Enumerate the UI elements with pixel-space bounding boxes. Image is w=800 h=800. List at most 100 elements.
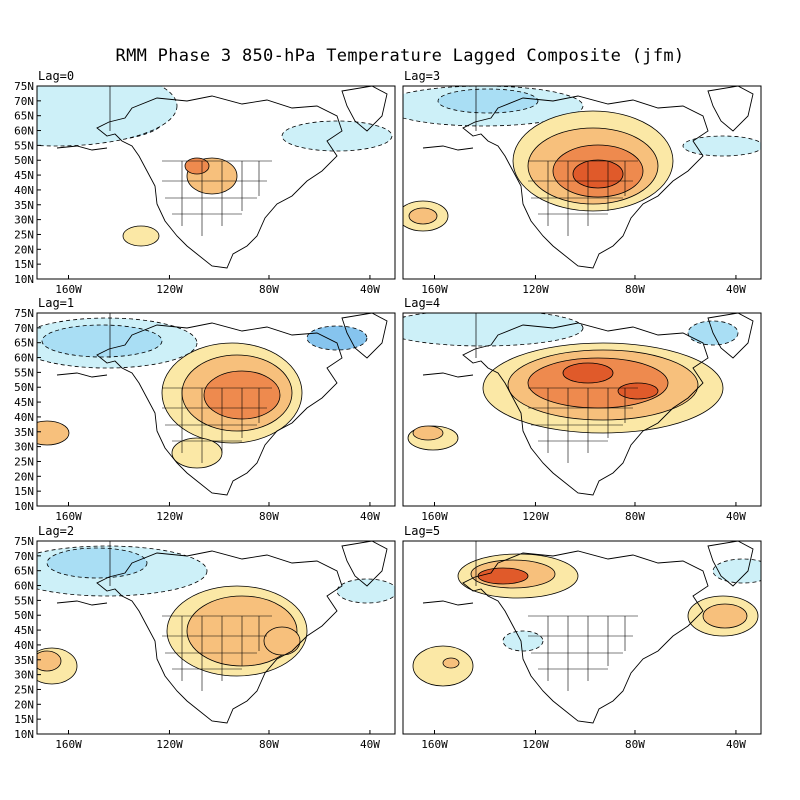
coastline-greenland	[707, 541, 754, 587]
coastline-greenland	[341, 541, 388, 587]
cold-anomaly-contour	[46, 547, 148, 579]
cold-anomaly-contour	[502, 630, 544, 652]
coastline-north-america	[462, 322, 709, 496]
longitude-tick-label: 80W	[259, 283, 279, 296]
latitude-tick-label: 55N	[14, 366, 34, 379]
panel-lag-1	[36, 312, 396, 507]
cold-anomaly-contour	[712, 558, 761, 584]
latitude-tick-label: 35N	[14, 654, 34, 667]
cold-anomaly-contour	[281, 120, 393, 152]
cold-anomaly-contour	[403, 313, 584, 347]
longitude-tick-label: 40W	[360, 283, 380, 296]
warm-anomaly-contour	[562, 362, 614, 384]
latitude-tick-label: 30N	[14, 441, 34, 454]
lag-label: Lag=3	[404, 69, 440, 83]
warm-anomaly-contour	[184, 157, 210, 175]
longitude-tick-label: 160W	[421, 283, 448, 296]
latitude-tick-label: 60N	[14, 580, 34, 593]
cold-anomaly-contour	[37, 86, 178, 147]
latitude-tick-label: 40N	[14, 184, 34, 197]
latitude-tick-label: 35N	[14, 199, 34, 212]
coastline-aleutians	[422, 145, 474, 151]
latitude-tick-label: 60N	[14, 352, 34, 365]
latitude-tick-label: 65N	[14, 337, 34, 350]
coastline-aleutians	[422, 372, 474, 378]
state-borders	[162, 387, 272, 463]
latitude-tick-label: 25N	[14, 683, 34, 696]
latitude-tick-label: 50N	[14, 154, 34, 167]
warm-anomaly-contour	[408, 207, 438, 225]
coastline-aleutians	[56, 145, 108, 151]
latitude-tick-label: 60N	[14, 125, 34, 138]
longitude-tick-label: 160W	[421, 738, 448, 751]
state-borders	[162, 160, 272, 236]
warm-anomaly-contour	[122, 225, 160, 247]
latitude-tick-label: 75N	[14, 535, 34, 548]
longitude-tick-label: 120W	[522, 738, 549, 751]
panel-lag-3	[402, 85, 762, 280]
latitude-tick-label: 15N	[14, 713, 34, 726]
longitude-tick-label: 80W	[259, 510, 279, 523]
warm-anomaly-contour	[37, 650, 62, 672]
coastline-north-america	[96, 550, 343, 724]
panel-frame	[36, 312, 396, 507]
latitude-tick-label: 10N	[14, 728, 34, 741]
latitude-tick-label: 10N	[14, 500, 34, 513]
panel-frame	[402, 540, 762, 735]
latitude-tick-label: 45N	[14, 396, 34, 409]
longitude-tick-label: 80W	[625, 738, 645, 751]
cold-anomaly-contour	[306, 325, 368, 351]
coastline-greenland	[707, 86, 754, 132]
panel-lag-2	[36, 540, 396, 735]
cold-anomaly-contour	[41, 324, 163, 358]
latitude-tick-label: 65N	[14, 565, 34, 578]
warm-anomaly-contour	[37, 420, 70, 446]
coastline-greenland	[341, 86, 388, 132]
latitude-tick-label: 55N	[14, 139, 34, 152]
coastline-north-america	[462, 95, 709, 269]
warm-anomaly-contour	[617, 382, 659, 400]
panel-lag-5	[402, 540, 762, 735]
longitude-tick-label: 160W	[55, 283, 82, 296]
latitude-tick-label: 25N	[14, 228, 34, 241]
cold-anomaly-contour	[682, 135, 761, 157]
state-borders	[528, 615, 638, 691]
warm-anomaly-contour	[572, 159, 624, 189]
coastline-aleutians	[56, 600, 108, 606]
longitude-tick-label: 40W	[726, 283, 746, 296]
lag-label: Lag=5	[404, 524, 440, 538]
longitude-tick-label: 120W	[156, 738, 183, 751]
figure-title: RMM Phase 3 850-hPa Temperature Lagged C…	[115, 46, 685, 66]
latitude-tick-label: 40N	[14, 639, 34, 652]
cold-anomaly-contour	[336, 578, 395, 604]
latitude-tick-label: 65N	[14, 110, 34, 123]
lag-label: Lag=4	[404, 296, 440, 310]
coastline-aleutians	[56, 372, 108, 378]
coastline-north-america	[96, 322, 343, 496]
latitude-tick-label: 70N	[14, 322, 34, 335]
coastline-north-america	[96, 95, 343, 269]
latitude-tick-label: 20N	[14, 698, 34, 711]
lag-label: Lag=1	[38, 296, 74, 310]
latitude-tick-label: 20N	[14, 470, 34, 483]
coastline-greenland	[707, 313, 754, 359]
coastline-aleutians	[422, 600, 474, 606]
latitude-tick-label: 10N	[14, 273, 34, 286]
panel-frame	[36, 85, 396, 280]
longitude-tick-label: 160W	[421, 510, 448, 523]
longitude-tick-label: 40W	[726, 510, 746, 523]
longitude-tick-label: 40W	[360, 510, 380, 523]
longitude-tick-label: 160W	[55, 510, 82, 523]
latitude-tick-label: 70N	[14, 95, 34, 108]
panel-frame	[402, 85, 762, 280]
warm-anomaly-contour	[702, 603, 748, 629]
latitude-tick-label: 50N	[14, 381, 34, 394]
panel-frame	[402, 312, 762, 507]
latitude-tick-label: 35N	[14, 426, 34, 439]
lag-label: Lag=2	[38, 524, 74, 538]
lag-label: Lag=0	[38, 69, 74, 83]
state-borders	[528, 387, 638, 463]
cold-anomaly-contour	[437, 88, 539, 114]
warm-anomaly-contour	[412, 645, 474, 687]
